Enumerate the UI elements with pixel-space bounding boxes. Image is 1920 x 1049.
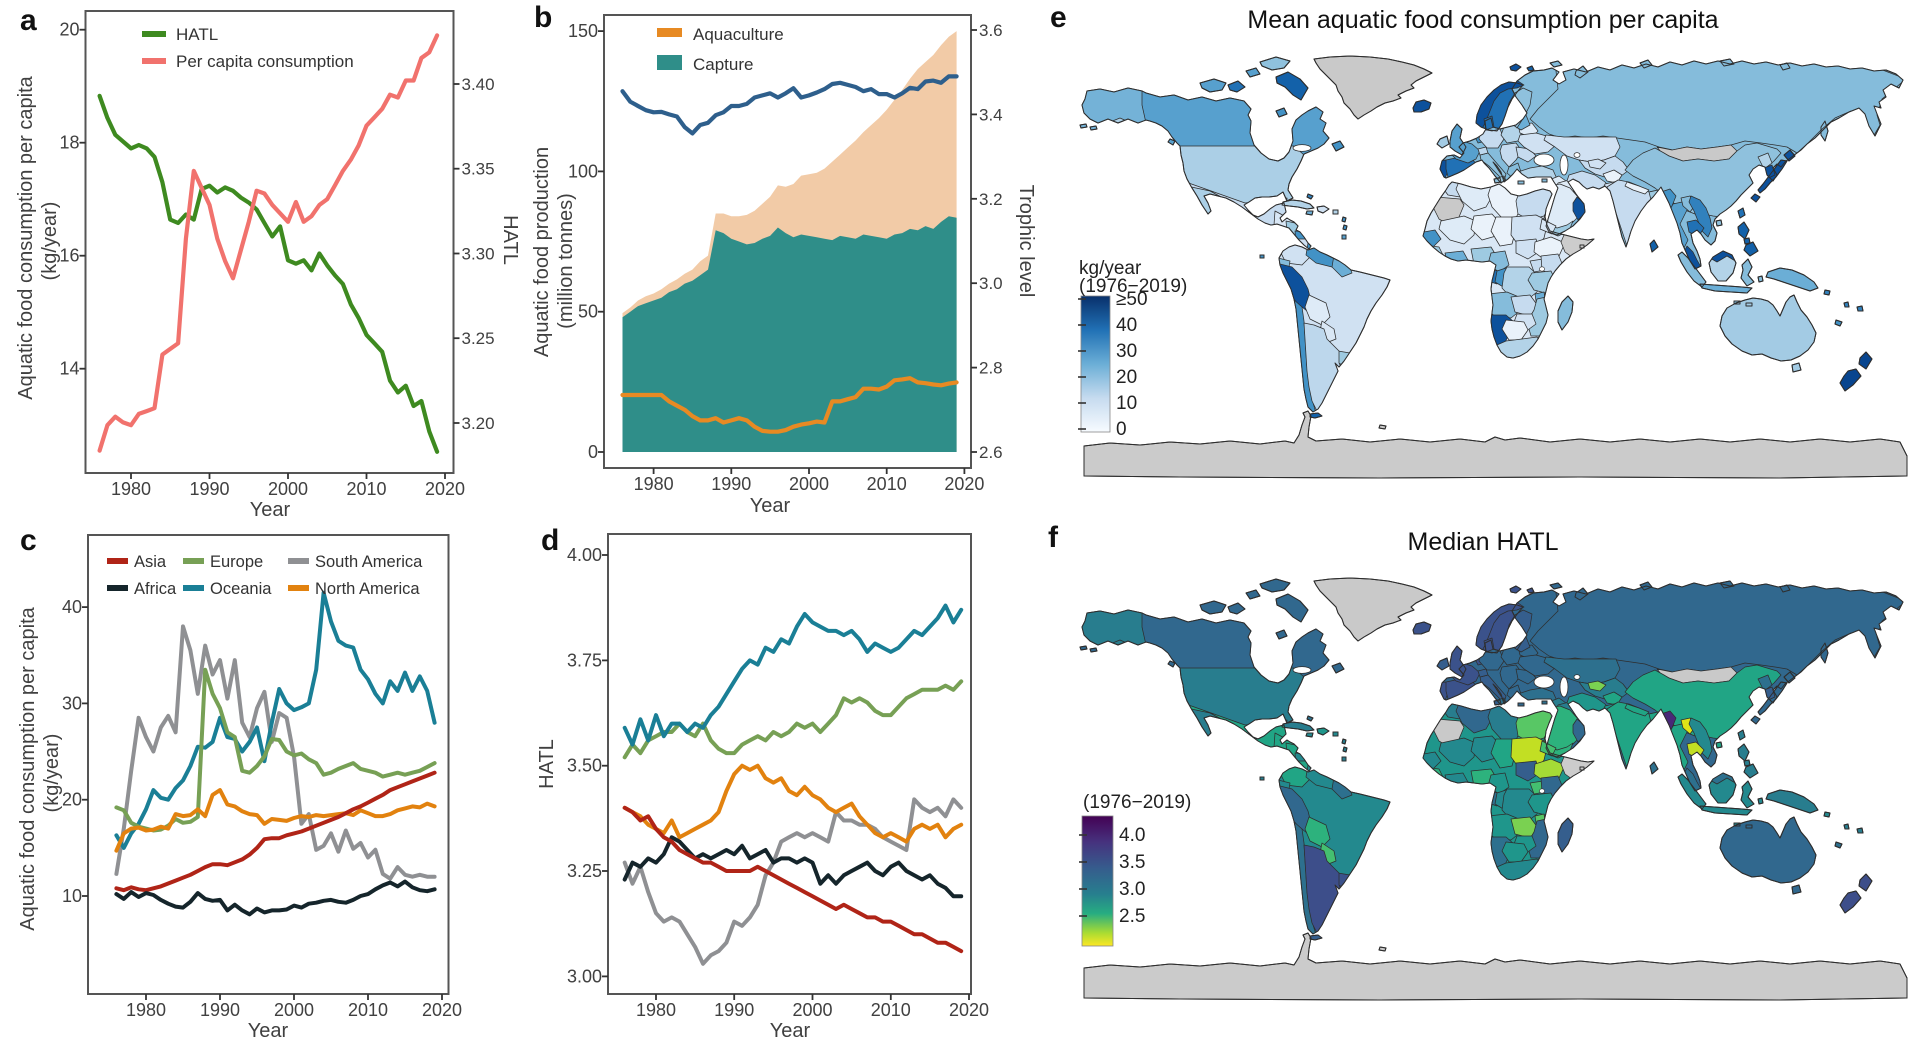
svg-text:Median HATL: Median HATL — [1408, 528, 1559, 556]
svg-text:1990: 1990 — [200, 1000, 240, 1020]
svg-text:18: 18 — [59, 133, 79, 153]
svg-text:16: 16 — [59, 246, 79, 266]
svg-text:3.0: 3.0 — [979, 274, 1003, 293]
svg-text:0: 0 — [1116, 419, 1127, 440]
svg-text:2000: 2000 — [789, 474, 829, 494]
svg-text:1980: 1980 — [636, 1000, 676, 1020]
svg-text:3.30: 3.30 — [462, 245, 495, 264]
svg-text:3.6: 3.6 — [979, 21, 1003, 40]
svg-text:2020: 2020 — [422, 1000, 462, 1020]
svg-text:4.0: 4.0 — [1119, 825, 1145, 846]
svg-text:2000: 2000 — [268, 479, 308, 499]
svg-text:10: 10 — [1116, 393, 1137, 414]
svg-text:Year: Year — [750, 495, 791, 517]
svg-text:3.4: 3.4 — [979, 105, 1003, 124]
svg-text:Aquaculture: Aquaculture — [693, 25, 784, 44]
svg-text:2020: 2020 — [944, 474, 984, 494]
svg-text:Capture: Capture — [693, 55, 753, 74]
svg-text:40: 40 — [62, 597, 82, 617]
svg-text:(1976−2019): (1976−2019) — [1079, 276, 1187, 297]
svg-text:(kg/year): (kg/year) — [39, 202, 61, 281]
svg-text:Year: Year — [250, 499, 291, 520]
svg-text:HATL: HATL — [176, 25, 218, 44]
svg-text:2000: 2000 — [274, 1000, 314, 1020]
svg-text:e: e — [1050, 1, 1067, 34]
svg-text:14: 14 — [59, 359, 79, 379]
svg-text:b: b — [534, 1, 552, 34]
svg-text:1990: 1990 — [714, 1000, 754, 1020]
svg-text:3.50: 3.50 — [567, 756, 602, 776]
svg-text:1980: 1980 — [126, 1000, 166, 1020]
svg-text:3.20: 3.20 — [462, 414, 495, 433]
svg-text:Aquatic food consumption per c: Aquatic food consumption per capita — [17, 606, 39, 930]
svg-text:2.5: 2.5 — [1119, 906, 1145, 927]
svg-text:2010: 2010 — [348, 1000, 388, 1020]
svg-text:4.00: 4.00 — [567, 545, 602, 565]
svg-text:Asia: Asia — [134, 553, 167, 571]
svg-text:3.75: 3.75 — [567, 650, 602, 670]
svg-text:Oceania: Oceania — [210, 580, 272, 598]
svg-text:3.25: 3.25 — [567, 861, 602, 881]
svg-text:10: 10 — [62, 886, 82, 906]
svg-text:1980: 1980 — [111, 479, 151, 499]
svg-text:2010: 2010 — [867, 474, 907, 494]
svg-text:Aquatic food consumption per c: Aquatic food consumption per capita — [15, 75, 37, 399]
svg-text:50: 50 — [578, 302, 598, 322]
svg-text:Mean aquatic food consumption: Mean aquatic food consumption per capita — [1247, 6, 1718, 34]
svg-text:40: 40 — [1116, 315, 1137, 336]
svg-text:Aquatic food production: Aquatic food production — [531, 147, 553, 357]
svg-text:2.8: 2.8 — [979, 359, 1003, 378]
svg-text:3.00: 3.00 — [567, 966, 602, 986]
svg-text:South America: South America — [315, 553, 423, 571]
svg-text:3.35: 3.35 — [462, 160, 495, 179]
svg-text:HATL: HATL — [536, 739, 558, 789]
svg-text:30: 30 — [62, 693, 82, 713]
svg-text:150: 150 — [568, 21, 598, 41]
svg-text:HATL: HATL — [499, 215, 520, 265]
svg-text:2010: 2010 — [346, 479, 386, 499]
svg-text:c: c — [20, 524, 37, 557]
svg-text:Per capita consumption: Per capita consumption — [176, 52, 354, 71]
svg-text:100: 100 — [568, 161, 598, 181]
svg-text:3.2: 3.2 — [979, 190, 1003, 209]
svg-text:(kg/year): (kg/year) — [41, 734, 63, 813]
svg-text:3.25: 3.25 — [462, 329, 495, 348]
svg-text:20: 20 — [1116, 367, 1137, 388]
svg-text:Trophic level: Trophic level — [1015, 185, 1037, 298]
svg-text:Year: Year — [248, 1020, 289, 1042]
svg-text:Africa: Africa — [134, 580, 177, 598]
svg-text:2.6: 2.6 — [979, 443, 1003, 462]
svg-text:a: a — [20, 4, 37, 37]
svg-text:3.5: 3.5 — [1119, 852, 1145, 873]
svg-text:(1976−2019): (1976−2019) — [1083, 792, 1191, 813]
svg-text:2010: 2010 — [871, 1000, 911, 1020]
svg-text:(million tonnes): (million tonnes) — [555, 193, 577, 329]
svg-text:2020: 2020 — [425, 479, 465, 499]
svg-text:1990: 1990 — [189, 479, 229, 499]
svg-text:f: f — [1048, 521, 1059, 554]
svg-text:1990: 1990 — [711, 474, 751, 494]
svg-text:30: 30 — [1116, 341, 1137, 362]
svg-text:20: 20 — [62, 790, 82, 810]
svg-text:kg/year: kg/year — [1079, 258, 1142, 279]
svg-text:d: d — [541, 524, 559, 557]
svg-text:Year: Year — [770, 1020, 811, 1042]
svg-text:3.40: 3.40 — [462, 75, 495, 94]
svg-text:0: 0 — [588, 442, 598, 462]
svg-text:20: 20 — [59, 20, 79, 40]
svg-text:≥50: ≥50 — [1116, 289, 1148, 310]
svg-text:2020: 2020 — [949, 1000, 989, 1020]
svg-text:2000: 2000 — [792, 1000, 832, 1020]
svg-text:1980: 1980 — [634, 474, 674, 494]
svg-text:Europe: Europe — [210, 553, 263, 571]
svg-text:North America: North America — [315, 580, 420, 598]
svg-text:3.0: 3.0 — [1119, 879, 1145, 900]
